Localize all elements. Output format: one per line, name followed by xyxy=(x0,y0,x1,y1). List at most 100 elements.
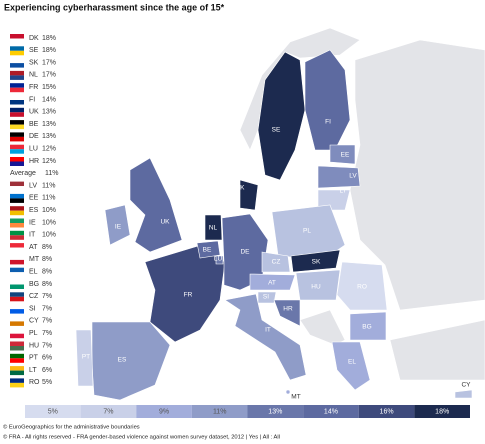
flag xyxy=(10,50,24,56)
flag xyxy=(10,136,24,142)
map-label: ES xyxy=(118,357,127,364)
scale-label: 16% xyxy=(380,408,394,415)
country-value: 15% xyxy=(42,84,56,91)
scale-label: 18% xyxy=(435,408,449,415)
country-value: 11% xyxy=(42,182,56,189)
country-value: 13% xyxy=(42,121,56,128)
country-code: LV xyxy=(29,182,37,189)
flag xyxy=(10,378,24,383)
map-label: LU xyxy=(214,256,223,263)
scale-label: 11% xyxy=(213,408,227,415)
country-value: 18% xyxy=(42,47,56,54)
flag xyxy=(10,370,24,376)
flag xyxy=(10,267,24,273)
map-label: SE xyxy=(272,127,281,134)
country-value: 17% xyxy=(42,59,56,66)
country-code: IT xyxy=(29,232,36,239)
country-code: SI xyxy=(29,305,36,312)
country-bg xyxy=(349,311,387,341)
country-pt xyxy=(75,329,94,387)
flag xyxy=(10,309,24,314)
country-value: 6% xyxy=(42,367,52,374)
country-value: 7% xyxy=(42,342,52,349)
flag xyxy=(10,304,24,310)
country-value: 12% xyxy=(42,158,56,165)
country-uk xyxy=(129,157,183,253)
map-label: NL xyxy=(209,225,218,232)
country-es xyxy=(91,321,171,401)
country-code: NL xyxy=(29,72,38,79)
country-at xyxy=(249,273,296,291)
color-scale: 5% 7% 9% 11% 13% 14% 16% 18% xyxy=(25,405,470,418)
flag xyxy=(10,70,24,76)
country-value: 7% xyxy=(42,330,52,337)
map-label: MT xyxy=(291,394,300,401)
map-label: IE xyxy=(115,224,122,231)
map-label: FR xyxy=(184,292,193,299)
scale-label: 14% xyxy=(324,408,338,415)
country-code: DE xyxy=(29,133,39,140)
flag xyxy=(10,161,24,166)
map-label: EL xyxy=(348,359,356,366)
country-code: CY xyxy=(29,318,39,325)
flag xyxy=(10,38,24,43)
country-code: LT xyxy=(29,367,37,374)
flag xyxy=(10,83,24,88)
flag xyxy=(10,321,24,326)
flag xyxy=(10,223,24,228)
map-label: IT xyxy=(265,327,271,334)
country-sk xyxy=(290,249,341,273)
scale-swatch xyxy=(247,405,304,418)
country-code: LU xyxy=(29,146,38,153)
flag xyxy=(10,243,24,248)
country-code: RO xyxy=(29,379,40,386)
flag xyxy=(10,63,24,68)
map-label: RO xyxy=(357,284,367,291)
country-value: 7% xyxy=(42,318,52,325)
country-value: 13% xyxy=(42,133,56,140)
country-code: FI xyxy=(29,96,35,103)
flag xyxy=(10,292,24,297)
flag xyxy=(10,149,24,154)
country-nl xyxy=(204,214,223,241)
map-label: EE xyxy=(341,152,350,159)
map-label: PT xyxy=(82,354,90,361)
scale-swatch xyxy=(191,405,248,418)
flag xyxy=(10,230,24,236)
country-value: 8% xyxy=(42,244,52,251)
scale-label: 7% xyxy=(103,408,113,415)
country-code: CZ xyxy=(29,293,39,300)
map-label: BE xyxy=(203,247,212,254)
country-ee xyxy=(329,144,356,165)
flag xyxy=(10,144,24,150)
map-label: CY xyxy=(461,382,471,389)
map-label: DK xyxy=(235,185,245,192)
country-lv xyxy=(317,165,361,189)
flag xyxy=(10,107,24,113)
country-se xyxy=(257,51,306,181)
map-label: DE xyxy=(240,249,250,256)
country-value: 10% xyxy=(42,207,56,214)
flag xyxy=(10,95,24,100)
map-label: HR xyxy=(283,306,293,313)
flag xyxy=(10,358,24,363)
flag xyxy=(10,353,24,359)
country-code: EE xyxy=(29,195,39,202)
country-code: SE xyxy=(29,47,39,54)
scale-label: 13% xyxy=(268,408,282,415)
flag xyxy=(10,198,24,203)
country-value: 7% xyxy=(42,305,52,312)
country-value: 17% xyxy=(42,72,56,79)
country-cy xyxy=(454,389,473,399)
country-ro xyxy=(336,261,388,311)
country-value: 8% xyxy=(42,269,52,276)
country-code: AT xyxy=(29,244,38,251)
ranking-list: DK 18%SE 18%SK 17%NL 17%FR 15%FI 14%UK 13%BE 13%… xyxy=(10,34,59,388)
footer-note: © FRA - All rights reserved - FRA gender… xyxy=(3,434,280,441)
country-code: HU xyxy=(29,342,39,349)
flag xyxy=(10,181,24,187)
country-value: 5% xyxy=(42,379,52,386)
country-fi xyxy=(304,49,351,151)
country-value: 8% xyxy=(42,256,52,263)
